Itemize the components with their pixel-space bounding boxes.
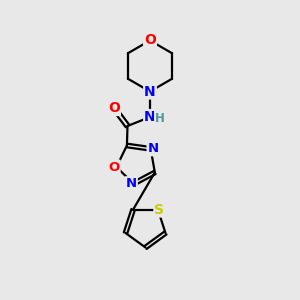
Text: N: N bbox=[126, 177, 137, 190]
Text: H: H bbox=[155, 112, 164, 125]
Text: N: N bbox=[144, 110, 156, 124]
Text: O: O bbox=[108, 101, 120, 115]
Text: O: O bbox=[144, 34, 156, 47]
Text: O: O bbox=[108, 160, 120, 173]
Text: N: N bbox=[148, 142, 159, 155]
Text: S: S bbox=[154, 202, 164, 217]
Text: N: N bbox=[144, 85, 156, 98]
